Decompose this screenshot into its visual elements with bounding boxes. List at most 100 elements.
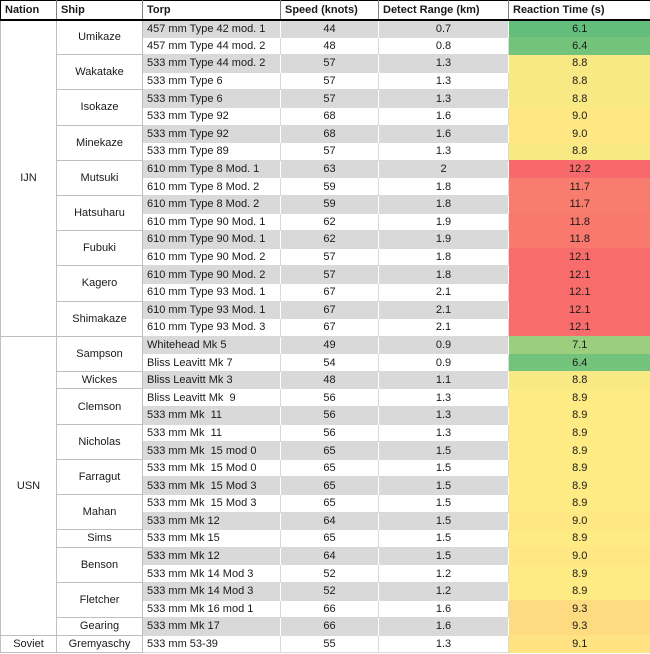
detect-cell[interactable]: 1.6 xyxy=(378,617,509,636)
reaction-cell[interactable]: 6.4 xyxy=(508,37,650,55)
speed-cell[interactable]: 48 xyxy=(280,371,379,389)
ship-cell[interactable]: Nicholas xyxy=(56,423,143,460)
speed-cell[interactable]: 52 xyxy=(280,582,379,601)
detect-cell[interactable]: 1.3 xyxy=(378,423,509,443)
torp-cell[interactable]: 533 mm Type 6 xyxy=(142,89,281,108)
detect-cell[interactable]: 1.5 xyxy=(378,476,509,495)
speed-cell[interactable]: 54 xyxy=(280,353,379,372)
ship-cell[interactable]: Farragut xyxy=(56,458,143,496)
reaction-cell[interactable]: 8.9 xyxy=(508,441,650,460)
reaction-cell[interactable]: 12.1 xyxy=(508,265,650,284)
detect-cell[interactable]: 0.7 xyxy=(378,19,509,38)
detect-cell[interactable]: 1.9 xyxy=(378,212,509,232)
torp-cell[interactable]: Bliss Leavitt Mk 7 xyxy=(142,353,281,372)
reaction-cell[interactable]: 8.9 xyxy=(508,564,650,583)
ship-cell[interactable]: Minekaze xyxy=(56,124,143,161)
speed-cell[interactable]: 64 xyxy=(280,547,379,565)
detect-cell[interactable]: 0.9 xyxy=(378,336,509,354)
torp-cell[interactable]: 610 mm Type 93 Mod. 3 xyxy=(142,318,281,337)
speed-cell[interactable]: 56 xyxy=(280,406,379,425)
reaction-cell[interactable]: 9.0 xyxy=(508,125,650,143)
detect-cell[interactable]: 1.2 xyxy=(378,582,509,601)
speed-cell[interactable]: 66 xyxy=(280,599,379,619)
torp-cell[interactable]: 533 mm Mk 15 Mod 3 xyxy=(142,494,281,513)
ship-cell[interactable]: Mahan xyxy=(56,494,143,531)
detect-cell[interactable]: 1.5 xyxy=(378,458,509,478)
reaction-cell[interactable]: 8.8 xyxy=(508,371,650,389)
reaction-cell[interactable]: 12.1 xyxy=(508,318,650,337)
torp-cell[interactable]: 533 mm Mk 15 mod 0 xyxy=(142,441,281,460)
nation-cell[interactable]: Soviet xyxy=(0,634,57,654)
reaction-cell[interactable]: 8.9 xyxy=(508,406,650,425)
reaction-cell[interactable]: 8.9 xyxy=(508,459,650,477)
detect-cell[interactable]: 1.5 xyxy=(378,547,509,565)
torp-cell[interactable]: 533 mm Mk 15 xyxy=(142,529,281,548)
torp-cell[interactable]: 610 mm Type 90 Mod. 1 xyxy=(142,230,281,249)
header-reaction-time[interactable]: Reaction Time (s) xyxy=(508,0,650,21)
speed-cell[interactable]: 68 xyxy=(280,106,379,126)
reaction-cell[interactable]: 9.0 xyxy=(508,547,650,565)
torp-cell[interactable]: 610 mm Type 8 Mod. 1 xyxy=(142,160,281,178)
reaction-cell[interactable]: 11.8 xyxy=(508,230,650,249)
detect-cell[interactable]: 1.6 xyxy=(378,106,509,126)
speed-cell[interactable]: 63 xyxy=(280,160,379,178)
reaction-cell[interactable]: 11.7 xyxy=(508,177,650,196)
torp-cell[interactable]: 533 mm Mk 17 xyxy=(142,617,281,636)
detect-cell[interactable]: 1.5 xyxy=(378,529,509,548)
reaction-cell[interactable]: 9.3 xyxy=(508,600,650,618)
torp-cell[interactable]: 457 mm Type 44 mod. 2 xyxy=(142,36,281,56)
header-detect-range[interactable]: Detect Range (km) xyxy=(378,0,509,21)
speed-cell[interactable]: 65 xyxy=(280,529,379,548)
speed-cell[interactable]: 68 xyxy=(280,125,379,143)
ship-cell[interactable]: Kagero xyxy=(56,265,143,302)
torp-cell[interactable]: 533 mm Mk 15 Mod 0 xyxy=(142,458,281,478)
ship-cell[interactable]: Gearing xyxy=(56,617,143,636)
reaction-cell[interactable]: 9.0 xyxy=(508,512,650,530)
reaction-cell[interactable]: 12.1 xyxy=(508,301,650,319)
detect-cell[interactable]: 0.8 xyxy=(378,36,509,56)
speed-cell[interactable]: 66 xyxy=(280,617,379,636)
torp-cell[interactable]: 533 mm Mk 16 mod 1 xyxy=(142,599,281,619)
ship-cell[interactable]: Fletcher xyxy=(56,581,143,619)
torp-cell[interactable]: 533 mm Type 89 xyxy=(142,142,281,161)
torp-cell[interactable]: 610 mm Type 93 Mod. 1 xyxy=(142,301,281,319)
reaction-cell[interactable]: 8.9 xyxy=(508,529,650,548)
detect-cell[interactable]: 1.6 xyxy=(378,599,509,619)
torp-cell[interactable]: Bliss Leavitt Mk 9 xyxy=(142,388,281,408)
reaction-cell[interactable]: 8.8 xyxy=(508,89,650,108)
torp-cell[interactable]: 533 mm Mk 11 xyxy=(142,406,281,425)
speed-cell[interactable]: 48 xyxy=(280,36,379,56)
speed-cell[interactable]: 55 xyxy=(280,634,379,654)
reaction-cell[interactable]: 9.1 xyxy=(508,635,650,653)
detect-cell[interactable]: 1.9 xyxy=(378,230,509,249)
torp-cell[interactable]: 533 mm Type 92 xyxy=(142,125,281,143)
ship-cell[interactable]: Umikaze xyxy=(56,18,143,56)
reaction-cell[interactable]: 6.4 xyxy=(508,353,650,372)
detect-cell[interactable]: 1.3 xyxy=(378,89,509,108)
reaction-cell[interactable]: 9.3 xyxy=(508,617,650,636)
speed-cell[interactable]: 52 xyxy=(280,564,379,583)
detect-cell[interactable]: 2.1 xyxy=(378,301,509,319)
speed-cell[interactable]: 57 xyxy=(280,142,379,161)
header-speed[interactable]: Speed (knots) xyxy=(280,0,379,21)
torp-cell[interactable]: 610 mm Type 8 Mod. 2 xyxy=(142,177,281,196)
torp-cell[interactable]: 533 mm Mk 12 xyxy=(142,512,281,530)
speed-cell[interactable]: 64 xyxy=(280,512,379,530)
detect-cell[interactable]: 1.3 xyxy=(378,388,509,408)
reaction-cell[interactable]: 8.9 xyxy=(508,476,650,495)
speed-cell[interactable]: 59 xyxy=(280,195,379,214)
torp-cell[interactable]: 533 mm Mk 14 Mod 3 xyxy=(142,564,281,583)
torp-cell[interactable]: 610 mm Type 90 Mod. 1 xyxy=(142,212,281,232)
detect-cell[interactable]: 2.1 xyxy=(378,282,509,302)
torp-cell[interactable]: 533 mm Mk 14 Mod 3 xyxy=(142,582,281,601)
nation-cell[interactable]: USN xyxy=(0,335,57,636)
ship-cell[interactable]: Mutsuki xyxy=(56,159,143,196)
speed-cell[interactable]: 67 xyxy=(280,282,379,302)
torp-cell[interactable]: 610 mm Type 93 Mod. 1 xyxy=(142,282,281,302)
detect-cell[interactable]: 1.3 xyxy=(378,142,509,161)
speed-cell[interactable]: 57 xyxy=(280,247,379,267)
torp-cell[interactable]: 533 mm Mk 11 xyxy=(142,423,281,443)
ship-cell[interactable]: Isokaze xyxy=(56,89,143,126)
speed-cell[interactable]: 59 xyxy=(280,177,379,196)
ship-cell[interactable]: Hatsuharu xyxy=(56,194,143,232)
